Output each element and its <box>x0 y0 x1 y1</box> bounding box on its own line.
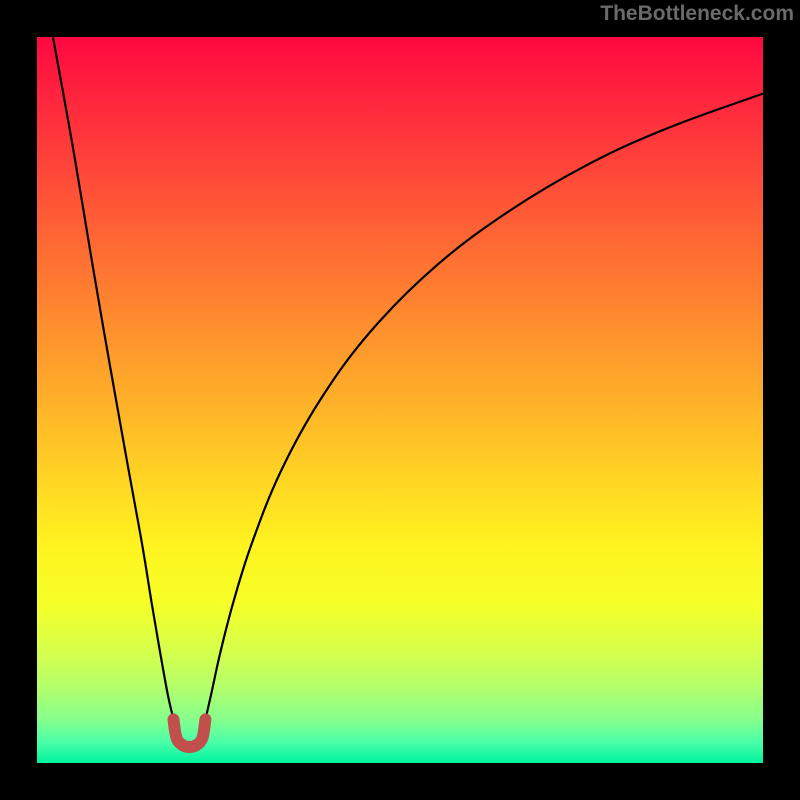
watermark-text: TheBottleneck.com <box>600 2 794 26</box>
chart-container: TheBottleneck.com <box>0 0 800 800</box>
curve-left-branch <box>53 37 174 719</box>
curve-layer <box>37 37 763 763</box>
plot-area <box>37 37 763 763</box>
curve-right-branch <box>205 94 763 720</box>
minimum-u-marker <box>173 719 205 747</box>
